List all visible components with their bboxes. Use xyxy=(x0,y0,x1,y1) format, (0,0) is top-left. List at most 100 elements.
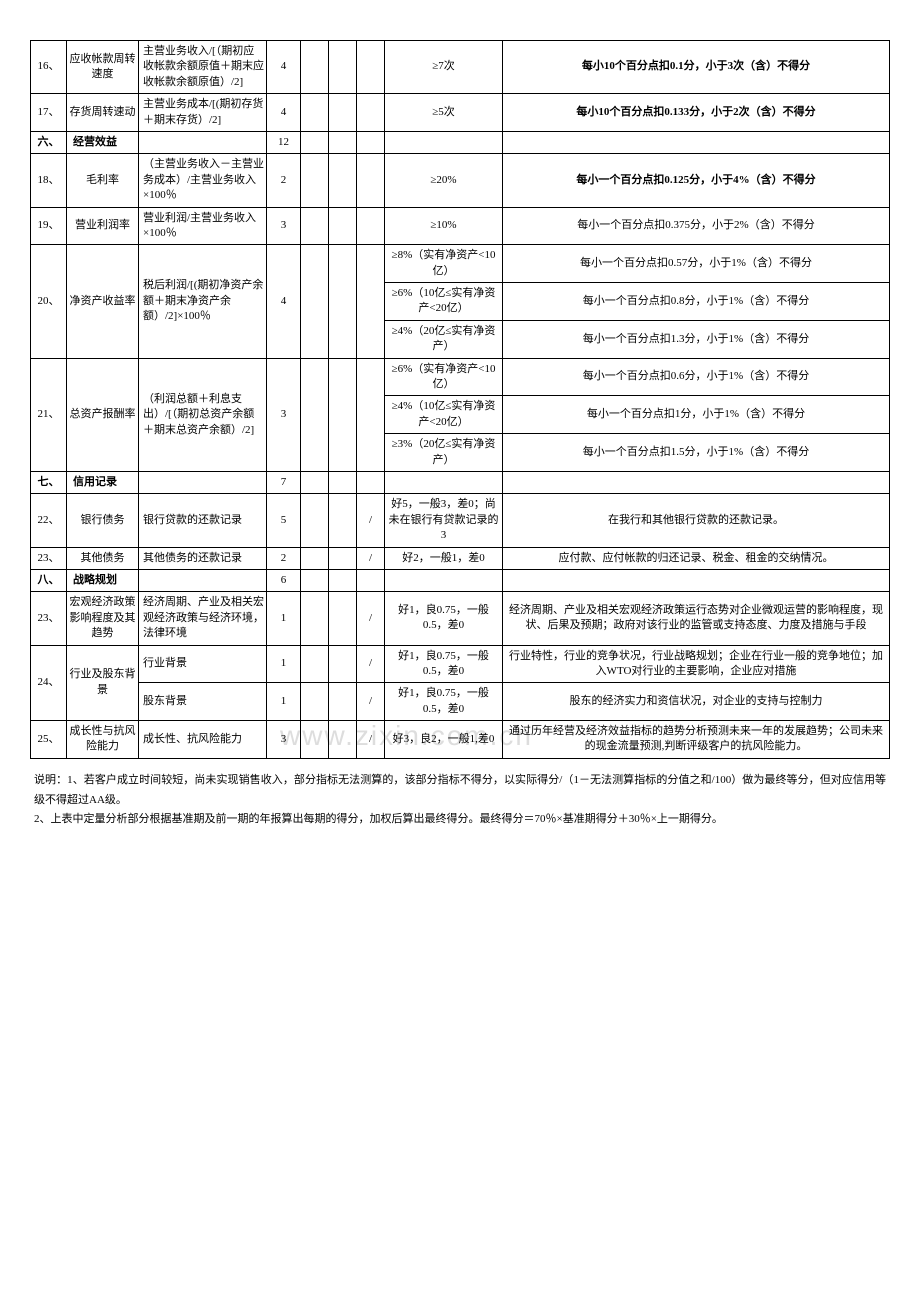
std: 好3，良2，一般1,差0 xyxy=(385,721,503,759)
formula: 主营业务收入/[（期初应收帐款余额原值＋期末应收帐款余额原值）/2] xyxy=(139,41,267,94)
rule: 每小一个百分点扣0.8分，小于1%（含）不得分 xyxy=(503,283,890,321)
blank xyxy=(301,592,329,645)
blank xyxy=(301,683,329,721)
blank xyxy=(301,207,329,245)
rule: 通过历年经营及经济效益指标的趋势分析预测未来一年的发展趋势；公司未来的现金流量预… xyxy=(503,721,890,759)
blank xyxy=(357,569,385,591)
table-row: 23、其他债务其他债务的还款记录2/好2，一般1，差0应付款、应付帐款的归还记录… xyxy=(31,547,890,569)
blank xyxy=(301,494,329,547)
blank xyxy=(357,358,385,471)
table-row: 19、营业利润率营业利润/主营业务收入×100％3≥10%每小一个百分点扣0.3… xyxy=(31,207,890,245)
indicator-name: 宏观经济政策影响程度及其趋势 xyxy=(67,592,139,645)
rule: 每小10个百分点扣0.1分，小于3次（含）不得分 xyxy=(503,41,890,94)
idx: 21、 xyxy=(31,358,67,471)
blank xyxy=(329,131,357,153)
indicator-name: 成长性与抗风险能力 xyxy=(67,721,139,759)
idx: 16、 xyxy=(31,41,67,94)
formula xyxy=(139,471,267,493)
blank xyxy=(301,41,329,94)
blank xyxy=(301,154,329,207)
blank xyxy=(301,645,329,683)
formula: （主营业务收入－主营业务成本）/主营业务收入×100％ xyxy=(139,154,267,207)
blank xyxy=(301,358,329,471)
formula: 税后利润/[(期初净资产余额＋期末净资产余额）/2]×100％ xyxy=(139,245,267,358)
section-name: 战略规划 xyxy=(67,569,139,591)
std: ≥6%（实有净资产<10亿） xyxy=(385,358,503,396)
rule: 每小一个百分点扣0.57分，小于1%（含）不得分 xyxy=(503,245,890,283)
blank: / xyxy=(357,547,385,569)
blank xyxy=(329,645,357,683)
idx: 24、 xyxy=(31,645,67,721)
std: ≥4%（10亿≤实有净资产<20亿） xyxy=(385,396,503,434)
indicator-name: 其他债务 xyxy=(67,547,139,569)
std: 好2，一般1，差0 xyxy=(385,547,503,569)
blank xyxy=(329,41,357,94)
rule: 股东的经济实力和资信状况，对企业的支持与控制力 xyxy=(503,683,890,721)
blank xyxy=(329,547,357,569)
blank xyxy=(329,358,357,471)
blank xyxy=(329,245,357,358)
weight: 2 xyxy=(267,154,301,207)
indicator-name: 存货周转速动 xyxy=(67,94,139,132)
blank xyxy=(357,94,385,132)
std: ≥4%（20亿≤实有净资产） xyxy=(385,320,503,358)
std xyxy=(385,569,503,591)
std: 好5，一般3，差0；尚未在银行有贷款记录的3 xyxy=(385,494,503,547)
std: 好1，良0.75，一般0.5，差0 xyxy=(385,683,503,721)
weight: 4 xyxy=(267,94,301,132)
blank: / xyxy=(357,683,385,721)
weight: 6 xyxy=(267,569,301,591)
idx: 19、 xyxy=(31,207,67,245)
formula: 行业背景 xyxy=(139,645,267,683)
section-name: 信用记录 xyxy=(67,471,139,493)
blank xyxy=(329,207,357,245)
rule: 每小一个百分点扣1.3分，小于1%（含）不得分 xyxy=(503,320,890,358)
rule: 每小10个百分点扣0.133分，小于2次（含）不得分 xyxy=(503,94,890,132)
blank xyxy=(329,683,357,721)
formula: 主营业务成本/[(期初存货＋期末存货）/2] xyxy=(139,94,267,132)
section-row: 六、经营效益12 xyxy=(31,131,890,153)
blank: / xyxy=(357,645,385,683)
blank xyxy=(301,721,329,759)
blank xyxy=(301,94,329,132)
rule: 应付款、应付帐款的归还记录、税金、租金的交纳情况。 xyxy=(503,547,890,569)
rule: 行业特性，行业的竞争状况，行业战略规划；企业在行业一般的竞争地位；加入WTO对行… xyxy=(503,645,890,683)
indicator-name: 营业利润率 xyxy=(67,207,139,245)
section-name: 经营效益 xyxy=(67,131,139,153)
blank xyxy=(301,471,329,493)
blank xyxy=(329,154,357,207)
idx: 20、 xyxy=(31,245,67,358)
idx: 七、 xyxy=(31,471,67,493)
weight: 2 xyxy=(267,547,301,569)
idx: 17、 xyxy=(31,94,67,132)
table-row: 18、毛利率（主营业务收入－主营业务成本）/主营业务收入×100％2≥20%每小… xyxy=(31,154,890,207)
weight: 3 xyxy=(267,207,301,245)
blank xyxy=(329,471,357,493)
weight: 4 xyxy=(267,41,301,94)
scoring-table: 16、应收帐款周转速度主营业务收入/[（期初应收帐款余额原值＋期末应收帐款余额原… xyxy=(30,40,890,759)
weight: 1 xyxy=(267,592,301,645)
idx: 八、 xyxy=(31,569,67,591)
std: ≥6%（10亿≤实有净资产<20亿） xyxy=(385,283,503,321)
idx: 18、 xyxy=(31,154,67,207)
std: ≥3%（20亿≤实有净资产） xyxy=(385,434,503,472)
note-2: 2、上表中定量分析部分根据基准期及前一期的年报算出每期的得分，加权后算出最终得分… xyxy=(34,810,886,830)
table-row: 25、成长性与抗风险能力成长性、抗风险能力3/好3，良2，一般1,差0通过历年经… xyxy=(31,721,890,759)
indicator-name: 银行债务 xyxy=(67,494,139,547)
indicator-name: 应收帐款周转速度 xyxy=(67,41,139,94)
weight: 1 xyxy=(267,645,301,683)
weight: 3 xyxy=(267,358,301,471)
idx: 23、 xyxy=(31,592,67,645)
table-row: 16、应收帐款周转速度主营业务收入/[（期初应收帐款余额原值＋期末应收帐款余额原… xyxy=(31,41,890,94)
indicator-name: 毛利率 xyxy=(67,154,139,207)
blank xyxy=(301,245,329,358)
blank xyxy=(329,94,357,132)
section-row: 七、信用记录7 xyxy=(31,471,890,493)
blank: / xyxy=(357,592,385,645)
rule: 在我行和其他银行贷款的还款记录。 xyxy=(503,494,890,547)
weight: 5 xyxy=(267,494,301,547)
rule xyxy=(503,471,890,493)
formula: 股东背景 xyxy=(139,683,267,721)
std: 好1，良0.75，一般0.5，差0 xyxy=(385,645,503,683)
idx: 25、 xyxy=(31,721,67,759)
